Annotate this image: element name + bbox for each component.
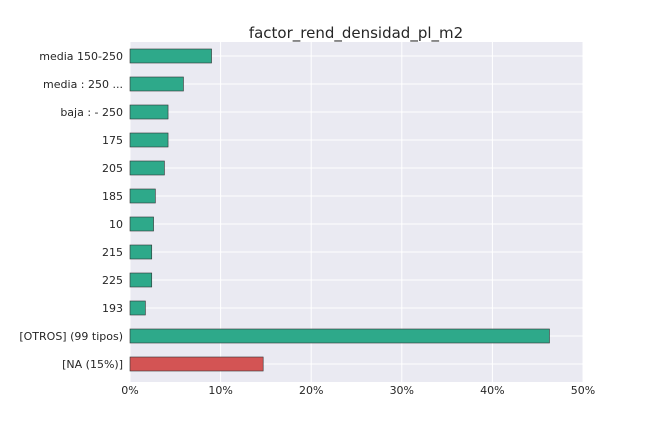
x-tick-label: 10% <box>208 384 232 397</box>
bar <box>129 48 212 64</box>
y-tick-label: baja : - 250 <box>60 106 123 119</box>
bar <box>129 300 146 316</box>
x-tick-label: 0% <box>121 384 138 397</box>
x-tick-label: 50% <box>571 384 595 397</box>
grid-lines <box>129 42 584 382</box>
x-tick-label: 20% <box>299 384 323 397</box>
y-tick-label: 175 <box>102 134 123 147</box>
chart-title: factor_rend_densidad_pl_m2 <box>249 24 463 43</box>
y-tick-label: [NA (15%)] <box>62 358 123 371</box>
bar <box>129 272 153 288</box>
y-tick-label: 225 <box>102 274 123 287</box>
bar-na <box>129 356 264 372</box>
bars <box>129 48 550 372</box>
bar <box>129 244 153 260</box>
bar <box>129 132 169 148</box>
y-tick-label: 185 <box>102 190 123 203</box>
y-tick-label: media 150-250 <box>39 50 123 63</box>
x-tick-label: 40% <box>480 384 504 397</box>
y-tick-label: media : 250 ... <box>43 78 123 91</box>
y-tick-label: [OTROS] (99 tipos) <box>19 330 123 343</box>
x-tick-labels: 0% 10% 20% 30% 40% 50% <box>121 384 595 397</box>
bar <box>129 328 550 344</box>
plot-background <box>130 42 583 382</box>
y-tick-label: 193 <box>102 302 123 315</box>
y-tick-label: 215 <box>102 246 123 259</box>
bar <box>129 160 165 176</box>
bar <box>129 76 184 92</box>
bar <box>129 104 169 120</box>
y-tick-label: 205 <box>102 162 123 175</box>
y-tick-labels: media 150-250 media : 250 ... baja : - 250… <box>19 50 123 371</box>
bar <box>129 188 156 204</box>
y-tick-label: 10 <box>109 218 123 231</box>
x-tick-label: 30% <box>390 384 414 397</box>
bar <box>129 216 154 232</box>
